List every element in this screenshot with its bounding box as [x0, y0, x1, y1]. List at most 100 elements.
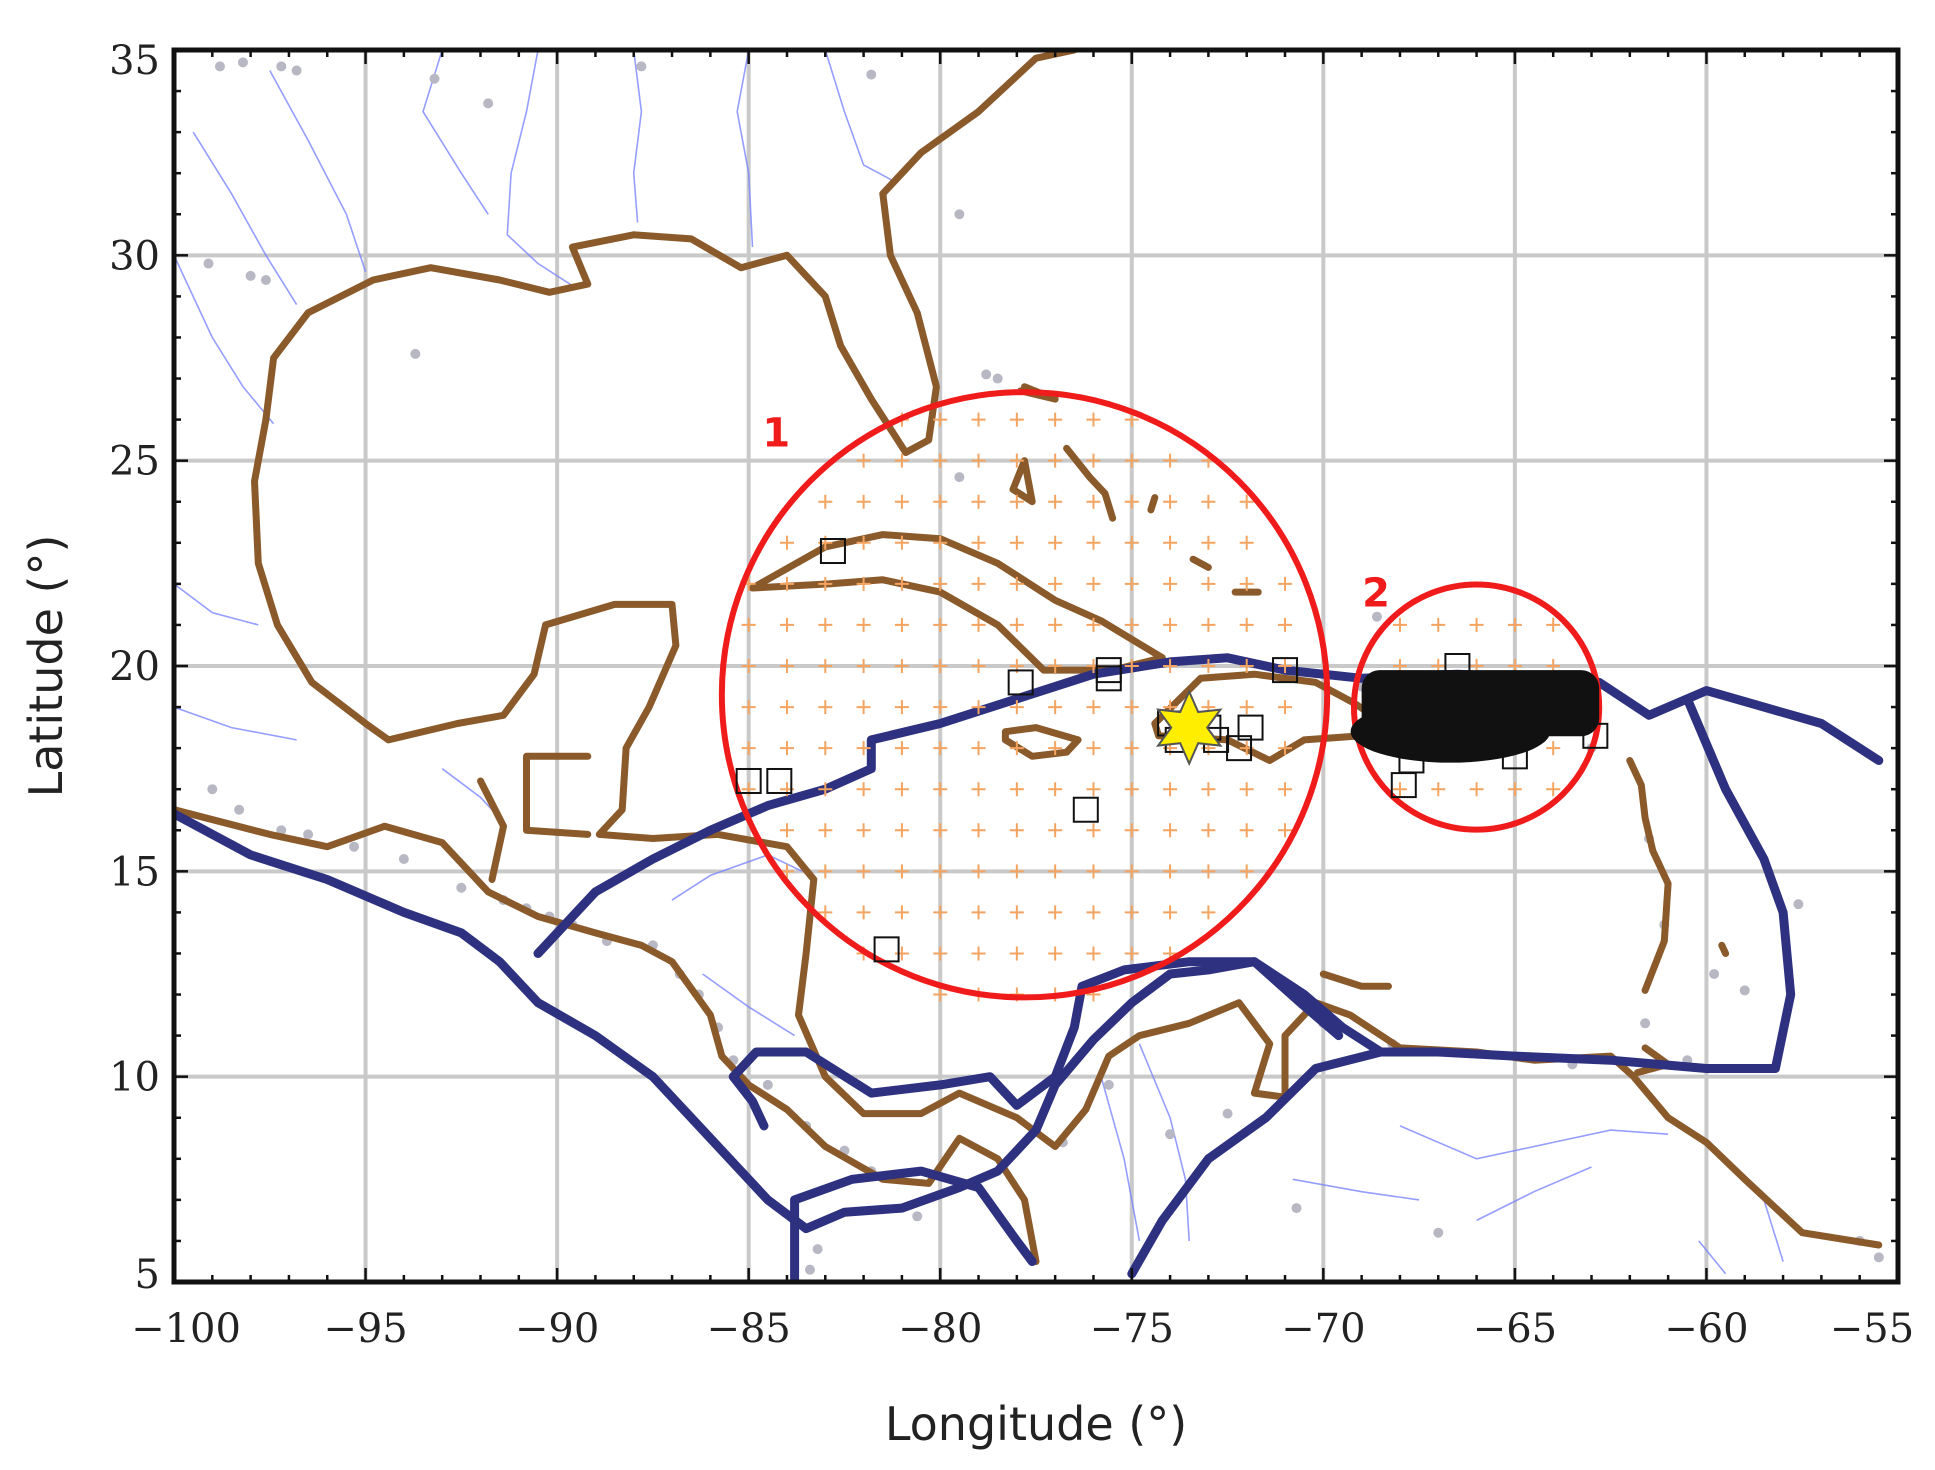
grid-point-marker [818, 823, 833, 838]
river [174, 254, 275, 425]
river [269, 70, 367, 273]
grid-point-marker [1086, 823, 1101, 838]
grid-point-marker [1009, 453, 1024, 468]
grid-point-marker [894, 823, 909, 838]
grid-point-marker [741, 659, 756, 673]
grid-point-marker [894, 453, 909, 468]
station-dot [214, 61, 225, 72]
coastline [1626, 757, 1672, 994]
grid-point-marker [1239, 823, 1254, 838]
event-square [766, 767, 793, 794]
grid-point-marker [1124, 823, 1139, 838]
grid-point-marker [971, 617, 986, 632]
grid-point-marker [933, 617, 948, 632]
station-dot [303, 829, 314, 840]
grid-point-marker [1048, 412, 1063, 427]
grid-point-marker [894, 617, 909, 632]
grid-point-marker [1239, 659, 1254, 673]
x-tick-label: −75 [1090, 1306, 1174, 1352]
coastline [1001, 724, 1082, 760]
grid-point-marker [856, 494, 871, 509]
grid-point-marker [933, 987, 948, 1002]
x-tick-label: −90 [515, 1306, 599, 1352]
grid-point-marker [1086, 453, 1101, 468]
grid-point-marker [933, 741, 948, 756]
station-dot [483, 98, 494, 109]
grid-point-marker [971, 494, 986, 509]
station-dot [1165, 1129, 1176, 1140]
grid-point-marker [894, 700, 909, 715]
grid-point-marker [856, 905, 871, 920]
grid-point-marker [1392, 782, 1407, 797]
grid-point-marker [1124, 617, 1139, 632]
grid-point-marker [1048, 823, 1063, 838]
station-dot [1709, 969, 1720, 979]
station-dot [1222, 1108, 1233, 1119]
station-dot [1433, 1227, 1444, 1238]
station-dot [812, 1244, 823, 1255]
coastline [1189, 555, 1212, 571]
x-tick-label: −70 [1281, 1306, 1365, 1352]
grid-point-marker [818, 741, 833, 756]
grid-point-marker [1124, 782, 1139, 797]
event-square [1272, 657, 1299, 684]
plate-boundary [728, 957, 1344, 1110]
x-tick-label: −55 [1830, 1306, 1914, 1352]
grid-point-marker [894, 659, 909, 673]
y-tick-label: 30 [109, 233, 160, 279]
grid-point-marker [1124, 946, 1139, 961]
grid-point-marker [1163, 659, 1178, 673]
grid-point-marker [933, 576, 948, 591]
grid-point-marker [856, 659, 871, 673]
x-tick-labels: −100 −95 −90 −85 −80 −75 −70 −65 −60 −55 [131, 1306, 1914, 1352]
grid-point-marker [894, 782, 909, 797]
grid-point-marker [741, 617, 756, 632]
epicenter-star-layer [1155, 689, 1223, 767]
river [506, 50, 577, 289]
grid-point-marker [1048, 741, 1063, 756]
station-dot [245, 270, 256, 281]
y-tick-label: 35 [109, 38, 160, 84]
grid-point-marker [1163, 453, 1178, 468]
station-dot [636, 61, 647, 72]
event-square [1398, 747, 1425, 774]
grid-point-marker [1239, 700, 1254, 715]
station-dot [912, 1211, 923, 1222]
grid-point-marker [1201, 782, 1216, 797]
grid-point-marker [971, 412, 986, 427]
river [632, 50, 643, 223]
grid-point-marker [933, 494, 948, 509]
station-dot [1640, 1018, 1651, 1029]
grid-point-marker [1086, 946, 1101, 961]
grid-point-marker [818, 576, 833, 591]
station-dot [1371, 611, 1382, 622]
grid-point-marker [1163, 576, 1178, 591]
event-square [1226, 735, 1253, 762]
grid-point-marker [1278, 741, 1293, 756]
grid-point-marker [1278, 782, 1293, 797]
grid-point-marker [1009, 905, 1024, 920]
grid-point-marker [1086, 617, 1101, 632]
x-tick-label: −100 [131, 1306, 241, 1352]
grid-point-marker [1048, 659, 1063, 673]
station-dot [1739, 985, 1750, 996]
coastline [523, 752, 592, 838]
river [1763, 1199, 1784, 1262]
epicenter-star [1155, 689, 1223, 767]
grid-point-marker [1086, 864, 1101, 879]
region-label: 1 [762, 411, 790, 457]
grid-point-marker [856, 741, 871, 756]
grid-point-marker [1201, 659, 1216, 673]
grid-point-marker [1124, 494, 1139, 509]
grid-point-marker [1546, 741, 1561, 756]
station-dot [992, 373, 1003, 384]
grid-point-marker [1086, 494, 1101, 509]
grid-point-marker [1124, 576, 1139, 591]
grid-point-marker [933, 700, 948, 715]
grid-point-marker [971, 946, 986, 961]
grid-point-marker [1086, 700, 1101, 715]
grid-point-marker [779, 700, 794, 715]
river [1292, 1178, 1420, 1201]
grid-point-marker [1201, 864, 1216, 879]
